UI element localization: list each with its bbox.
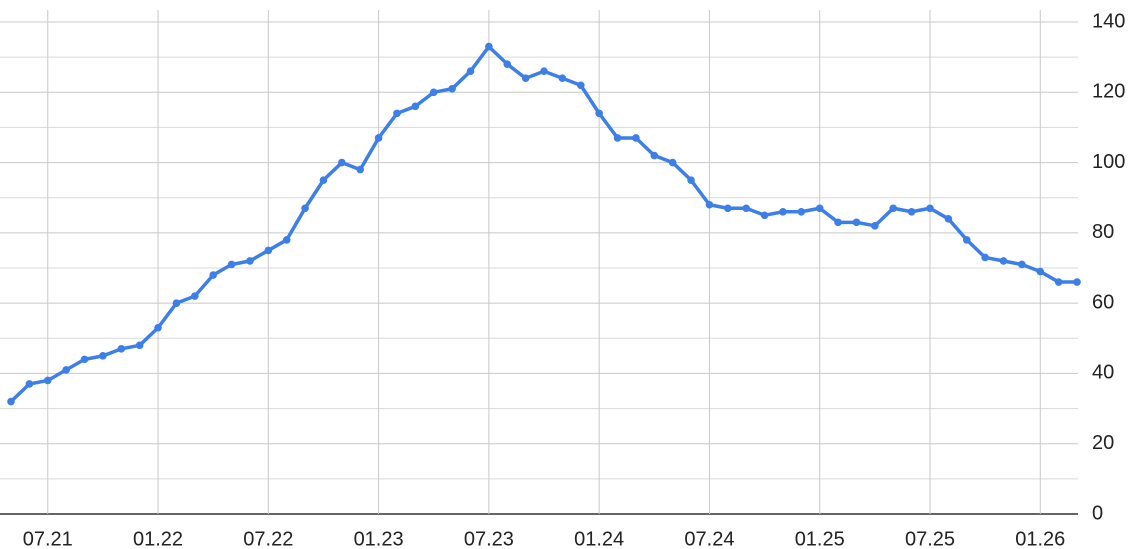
point <box>356 165 365 174</box>
point <box>503 60 512 68</box>
point <box>25 380 34 388</box>
y-tick-label: 140 <box>1092 10 1125 32</box>
y-tick-label: 120 <box>1092 81 1125 103</box>
point <box>80 355 89 364</box>
point <box>613 134 622 142</box>
point <box>246 257 254 265</box>
point <box>926 204 934 213</box>
point <box>779 207 787 216</box>
point <box>117 345 126 353</box>
point <box>760 211 769 220</box>
x-tick-label: 07.22 <box>243 528 293 549</box>
y-tick-label: 100 <box>1092 151 1125 173</box>
x-tick-label: 07.21 <box>23 528 73 549</box>
x-tick-label: 01.25 <box>795 528 845 549</box>
y-tick-label: 80 <box>1092 221 1114 243</box>
point <box>962 236 971 244</box>
point <box>1054 278 1063 286</box>
x-tick-label: 01.26 <box>1015 528 1065 549</box>
y-tick-label: 40 <box>1092 362 1114 384</box>
point <box>154 323 162 332</box>
point <box>981 253 989 262</box>
x-tick-label: 01.23 <box>354 528 404 549</box>
point <box>558 74 567 83</box>
point <box>797 207 806 216</box>
point <box>650 151 659 160</box>
point <box>466 67 475 75</box>
point <box>724 204 732 213</box>
x-tick-label: 01.24 <box>574 528 624 549</box>
point <box>999 257 1008 265</box>
point <box>1073 278 1081 286</box>
point <box>429 88 438 97</box>
point <box>668 158 677 167</box>
x-tick-label: 07.23 <box>464 528 514 549</box>
point <box>632 134 640 142</box>
point <box>540 67 548 75</box>
point <box>448 84 456 93</box>
point <box>485 42 493 51</box>
point <box>521 74 530 83</box>
point <box>907 207 916 216</box>
point <box>319 176 328 184</box>
y-tick-label: 20 <box>1092 432 1114 454</box>
point <box>687 176 695 184</box>
point <box>393 109 401 118</box>
x-tick-label: 01.22 <box>133 528 183 549</box>
point <box>944 215 953 223</box>
point <box>411 102 420 111</box>
point <box>834 218 842 227</box>
point <box>62 366 70 374</box>
point <box>282 236 291 244</box>
point <box>135 341 144 350</box>
line <box>9 44 1078 403</box>
point <box>301 204 309 213</box>
point <box>815 204 824 213</box>
point <box>889 204 898 213</box>
point <box>227 260 236 269</box>
point <box>191 292 199 300</box>
point <box>99 352 107 360</box>
point <box>852 218 861 227</box>
point <box>264 246 273 255</box>
x-tick-label: 07.25 <box>905 528 955 549</box>
point <box>705 200 714 209</box>
point <box>7 397 15 406</box>
point <box>871 222 879 230</box>
point <box>209 271 217 279</box>
point <box>1036 267 1045 276</box>
point <box>374 134 383 142</box>
y-tick-label: 0 <box>1092 502 1103 524</box>
point <box>595 109 603 118</box>
point <box>338 158 346 167</box>
point <box>1018 260 1026 269</box>
point <box>576 81 585 90</box>
y-tick-label: 60 <box>1092 291 1114 313</box>
x-tick-label: 07.24 <box>684 528 734 549</box>
point <box>742 204 750 213</box>
point <box>43 376 52 385</box>
point <box>172 299 181 307</box>
